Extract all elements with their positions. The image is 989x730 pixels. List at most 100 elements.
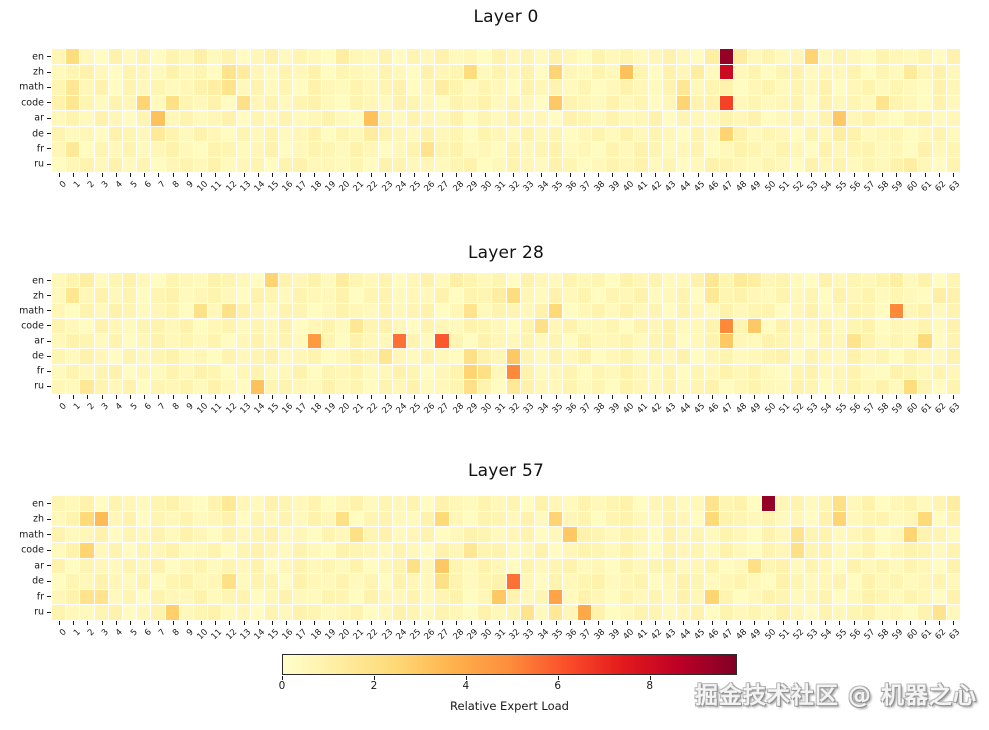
heatmap-cell	[804, 273, 818, 288]
heatmap-cell	[407, 542, 421, 558]
heatmap-cell	[250, 64, 265, 79]
heatmap-cell	[80, 157, 94, 172]
x-tick-label: 52	[791, 179, 807, 195]
heatmap-cell	[66, 511, 80, 527]
y-tick-label: ar	[34, 560, 44, 571]
x-tick-mark	[555, 395, 557, 399]
x-tick-label: 37	[578, 179, 594, 195]
x-tick-mark	[938, 173, 940, 177]
x-tick-mark	[229, 395, 231, 399]
heatmap-cell	[435, 303, 449, 318]
x-tick-label: 24	[394, 401, 409, 417]
heatmap-cell	[946, 111, 960, 126]
heatmap-cell	[549, 605, 563, 620]
heatmap-cell	[449, 334, 463, 349]
heatmap-cell	[847, 379, 861, 394]
heatmap-cell	[762, 558, 776, 574]
x-tick-mark	[87, 395, 89, 399]
heatmap-cell	[634, 64, 648, 79]
x-tick-mark	[754, 395, 756, 399]
heatmap-cell	[392, 605, 407, 620]
heatmap-cell	[790, 111, 804, 126]
heatmap-cell	[265, 142, 279, 157]
x-tick-label: 51	[777, 401, 793, 417]
heatmap-cell	[307, 157, 321, 172]
heatmap-cell	[733, 64, 747, 79]
heatmap-cell	[208, 80, 222, 95]
heatmap-cell	[762, 64, 776, 79]
heatmap-cell	[123, 49, 137, 64]
x-tick-mark	[456, 395, 458, 399]
heatmap-cell	[591, 273, 605, 288]
heatmap-cell	[94, 558, 108, 574]
heatmap-cell	[747, 273, 762, 288]
heatmap-cell	[804, 558, 818, 574]
x-tick-mark	[768, 173, 770, 177]
x-tick-mark	[73, 395, 75, 399]
heatmap-cell	[293, 303, 307, 318]
x-tick-mark	[938, 395, 940, 399]
heatmap-cell	[279, 288, 293, 303]
heatmap-cell	[165, 558, 179, 574]
heatmap-cell	[833, 558, 847, 574]
heatmap-cell	[250, 364, 265, 379]
x-tick-label: 33	[521, 179, 537, 195]
heatmap-cell	[208, 511, 222, 527]
heatmap-cell	[889, 589, 904, 605]
heatmap-cell	[151, 496, 165, 511]
heatmap-cell	[236, 334, 250, 349]
heatmap-cell	[932, 318, 946, 333]
heatmap-cell	[336, 542, 350, 558]
heatmap-cell	[889, 64, 904, 79]
heatmap-cell	[904, 558, 918, 574]
heatmap-cell	[762, 496, 776, 511]
heatmap-cell	[520, 379, 534, 394]
heatmap-cell	[94, 157, 108, 172]
x-tick-label: 8	[171, 179, 182, 191]
x-tick-label: 28	[450, 179, 466, 195]
heatmap-cell	[293, 111, 307, 126]
heatmap-cell	[790, 64, 804, 79]
heatmap-cell	[463, 142, 478, 157]
heatmap-cell	[378, 349, 392, 364]
heatmap-cell	[833, 273, 847, 288]
heatmap-cell	[549, 111, 563, 126]
heatmap-cell	[66, 288, 80, 303]
heatmap-cell	[208, 542, 222, 558]
heatmap-cell	[733, 273, 747, 288]
heatmap-cell	[875, 511, 889, 527]
y-tick-mark	[47, 503, 51, 505]
heatmap-cell	[307, 605, 321, 620]
heatmap-cell	[307, 95, 321, 110]
y-tick-label: fr	[36, 591, 44, 602]
heatmap-cell	[563, 288, 577, 303]
heatmap-cell	[364, 558, 378, 574]
heatmap-cell	[307, 349, 321, 364]
heatmap-cell	[790, 288, 804, 303]
x-tick-label: 7	[156, 179, 168, 191]
heatmap-cell	[94, 349, 108, 364]
heatmap-cell	[705, 142, 719, 157]
heatmap-cell	[321, 303, 336, 318]
heatmap-cell	[321, 126, 336, 141]
heatmap-cell	[577, 605, 591, 620]
heatmap-cell	[307, 288, 321, 303]
heatmap-cell	[733, 349, 747, 364]
heatmap-cell	[293, 49, 307, 64]
heatmap-cell	[279, 589, 293, 605]
heatmap-cell	[336, 288, 350, 303]
x-tick-label: 53	[805, 401, 821, 417]
y-tick-mark	[47, 310, 51, 312]
x-tick-mark	[626, 173, 628, 177]
heatmap-cell	[662, 288, 676, 303]
heatmap-cell	[478, 574, 492, 589]
x-tick-label: 10	[195, 401, 211, 417]
y-tick-label: ar	[34, 112, 44, 124]
heatmap-cell	[407, 364, 421, 379]
x-tick-label: 8	[171, 627, 182, 639]
heatmap-cell	[421, 49, 435, 64]
heatmap-cell	[534, 111, 549, 126]
heatmap-cell	[307, 49, 321, 64]
heatmap-cell	[861, 496, 875, 511]
heatmap-cell	[435, 574, 449, 589]
